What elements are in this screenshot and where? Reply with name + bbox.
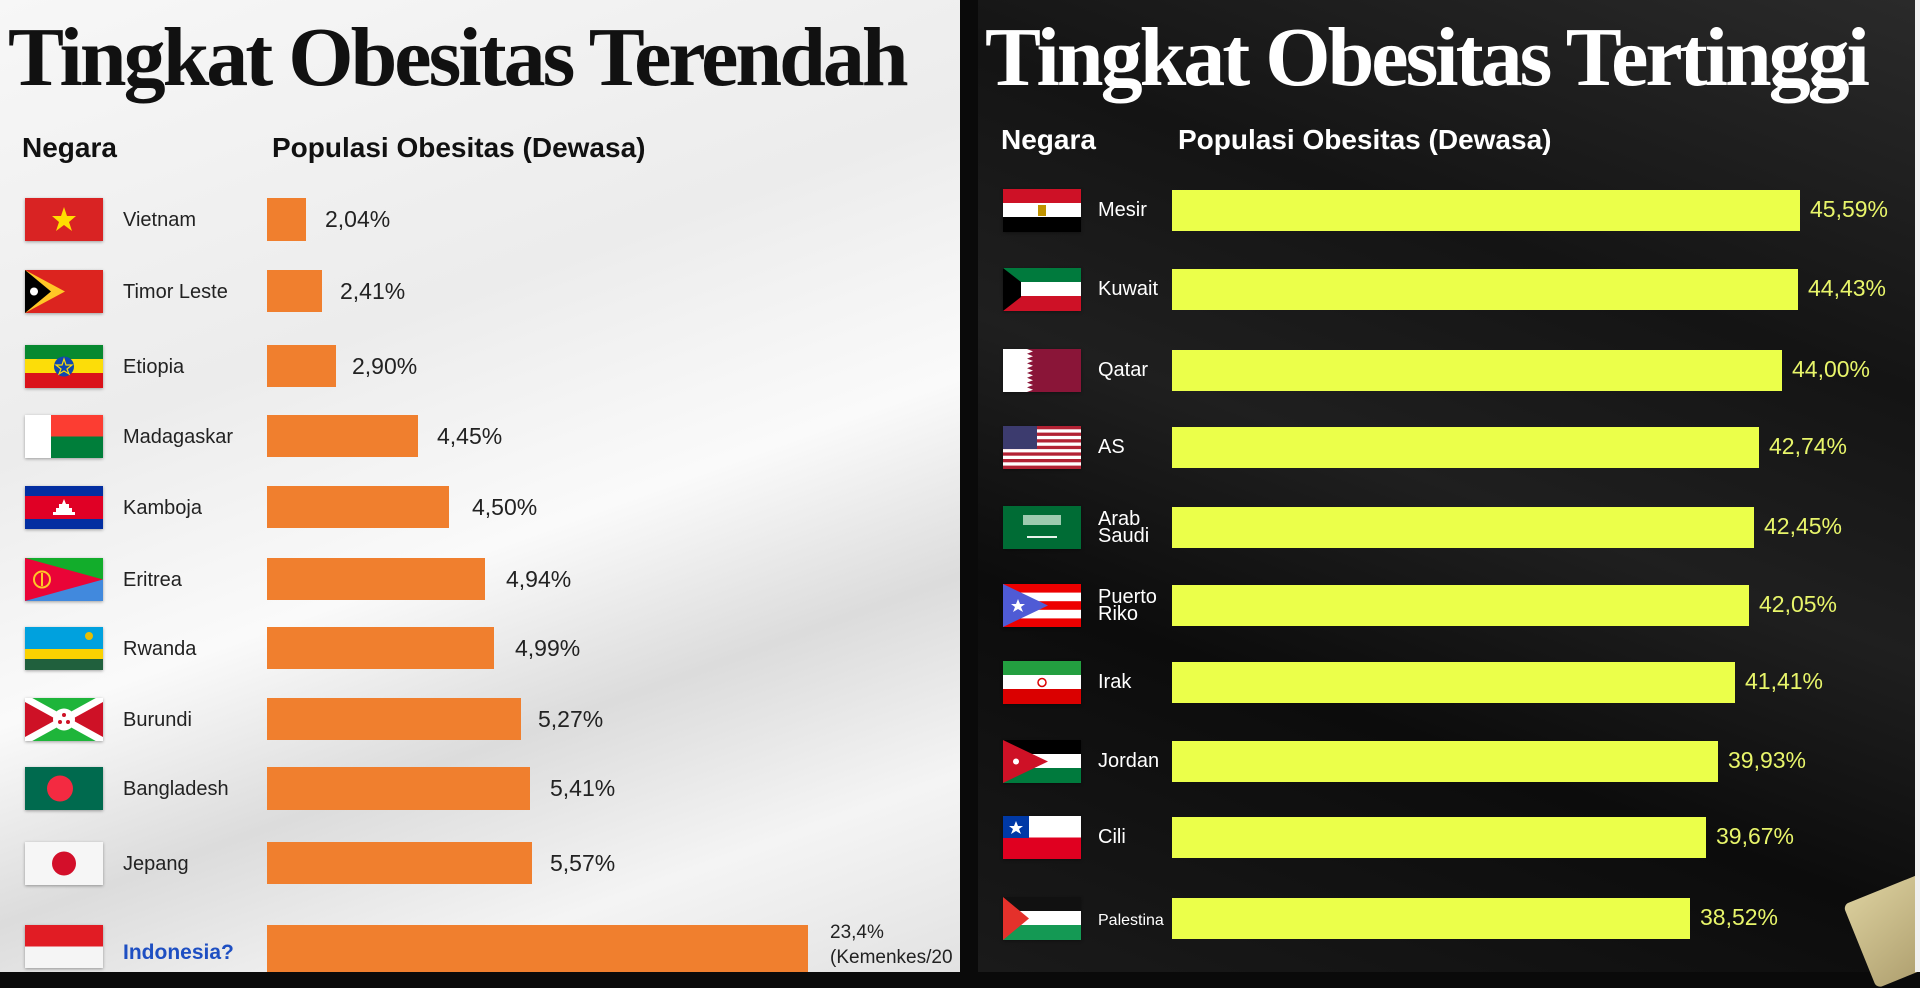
country-label: Cili xyxy=(1098,826,1126,848)
country-label: Timor Leste xyxy=(123,281,228,303)
value-label: 2,90% xyxy=(352,353,418,379)
bar xyxy=(1172,427,1759,468)
country-label: Madagaskar xyxy=(123,426,234,448)
value-label: 4,99% xyxy=(515,635,581,661)
bar xyxy=(1172,507,1754,548)
value-label: 5,57% xyxy=(550,850,616,876)
country-label: Indonesia? xyxy=(123,941,234,964)
bar xyxy=(1172,350,1782,391)
country-label: Palestina xyxy=(1098,912,1164,929)
country-label: Eritrea xyxy=(123,569,182,591)
ethiopia-flag-icon xyxy=(25,345,103,388)
puerto-rico-flag-icon xyxy=(1003,584,1081,627)
source-note: (Kemenkes/20 xyxy=(830,947,953,968)
country-label: Jepang xyxy=(123,853,189,875)
eritrea-flag-icon xyxy=(25,558,103,601)
value-label: 4,50% xyxy=(472,494,538,520)
jordan-flag-icon xyxy=(1003,740,1081,783)
value-label: 38,52% xyxy=(1700,904,1779,930)
bar xyxy=(1172,585,1749,626)
right-title: Tingkat Obesitas Tertinggi xyxy=(985,11,1870,104)
bar xyxy=(267,698,521,740)
value-label: 42,74% xyxy=(1769,433,1848,459)
value-label: 41,41% xyxy=(1745,668,1824,694)
palestine-flag-icon xyxy=(1003,897,1081,940)
bar xyxy=(267,842,532,884)
country-label: Vietnam xyxy=(123,209,197,231)
madagascar-flag-icon xyxy=(25,415,103,458)
cambodia-flag-icon xyxy=(25,486,103,529)
iran-flag-icon xyxy=(1003,661,1081,704)
bar xyxy=(267,345,336,387)
highest-obesity-panel: Tingkat Obesitas Tertinggi Negara Popula… xyxy=(978,0,1915,972)
bar xyxy=(267,486,449,528)
vietnam-flag-icon xyxy=(25,198,103,241)
country-label: Jordan xyxy=(1098,750,1160,772)
country-label: Puerto Riko xyxy=(1098,586,1157,625)
bar xyxy=(1172,817,1706,858)
value-label: 5,41% xyxy=(550,775,616,801)
country-label: Arab Saudi xyxy=(1098,508,1150,547)
qatar-flag-icon xyxy=(1003,349,1081,392)
chile-flag-icon xyxy=(1003,816,1081,859)
country-label: Bangladesh xyxy=(123,778,229,800)
country-label: Qatar xyxy=(1098,359,1149,381)
kuwait-flag-icon xyxy=(1003,268,1081,311)
country-label: Rwanda xyxy=(123,638,197,660)
bar xyxy=(267,198,306,241)
country-label: Kuwait xyxy=(1098,278,1159,300)
japan-flag-icon xyxy=(25,842,103,885)
country-label: Irak xyxy=(1098,671,1132,693)
left-header-country: Negara xyxy=(22,132,117,163)
bar xyxy=(267,270,322,312)
value-label: 39,67% xyxy=(1716,823,1795,849)
country-label: Etiopia xyxy=(123,356,185,378)
value-label: 23,4% xyxy=(830,922,884,943)
burundi-flag-icon xyxy=(25,698,103,741)
bar xyxy=(1172,898,1690,939)
value-label: 4,45% xyxy=(437,423,503,449)
timor-leste-flag-icon xyxy=(25,270,103,313)
value-block: 23,4% (Kemenkes/20 xyxy=(830,920,953,970)
value-label: 4,94% xyxy=(506,566,572,592)
left-title: Tingkat Obesitas Terendah xyxy=(8,11,909,104)
right-header-country: Negara xyxy=(1001,124,1096,155)
bar xyxy=(267,627,494,669)
indonesia-flag-icon xyxy=(25,925,103,968)
value-label: 2,04% xyxy=(325,206,391,232)
value-label: 5,27% xyxy=(538,706,604,732)
country-label: AS xyxy=(1098,436,1125,458)
country-label: Burundi xyxy=(123,709,192,731)
bar xyxy=(1172,269,1798,310)
value-label: 42,05% xyxy=(1759,591,1838,617)
usa-flag-icon xyxy=(1003,426,1081,469)
left-header-value: Populasi Obesitas (Dewasa) xyxy=(272,132,646,163)
bar xyxy=(267,767,530,810)
bar xyxy=(267,558,485,600)
rwanda-flag-icon xyxy=(25,627,103,670)
bar xyxy=(1172,190,1800,231)
bar xyxy=(1172,741,1718,782)
bar xyxy=(267,925,808,972)
bangladesh-flag-icon xyxy=(25,767,103,810)
bar xyxy=(267,415,418,457)
value-label: 44,00% xyxy=(1792,356,1871,382)
value-label: 39,93% xyxy=(1728,747,1807,773)
value-label: 2,41% xyxy=(340,278,406,304)
saudi-arabia-flag-icon xyxy=(1003,506,1081,549)
right-header-value: Populasi Obesitas (Dewasa) xyxy=(1178,124,1552,155)
country-label: Mesir xyxy=(1098,199,1147,221)
right-edge xyxy=(1915,0,1920,972)
value-label: 44,43% xyxy=(1808,275,1887,301)
value-label: 42,45% xyxy=(1764,513,1843,539)
lowest-obesity-panel: Tingkat Obesitas Terendah Negara Populas… xyxy=(0,0,960,972)
bar xyxy=(1172,662,1735,703)
country-label: Kamboja xyxy=(123,497,202,519)
value-label: 45,59% xyxy=(1810,196,1889,222)
egypt-flag-icon xyxy=(1003,189,1081,232)
